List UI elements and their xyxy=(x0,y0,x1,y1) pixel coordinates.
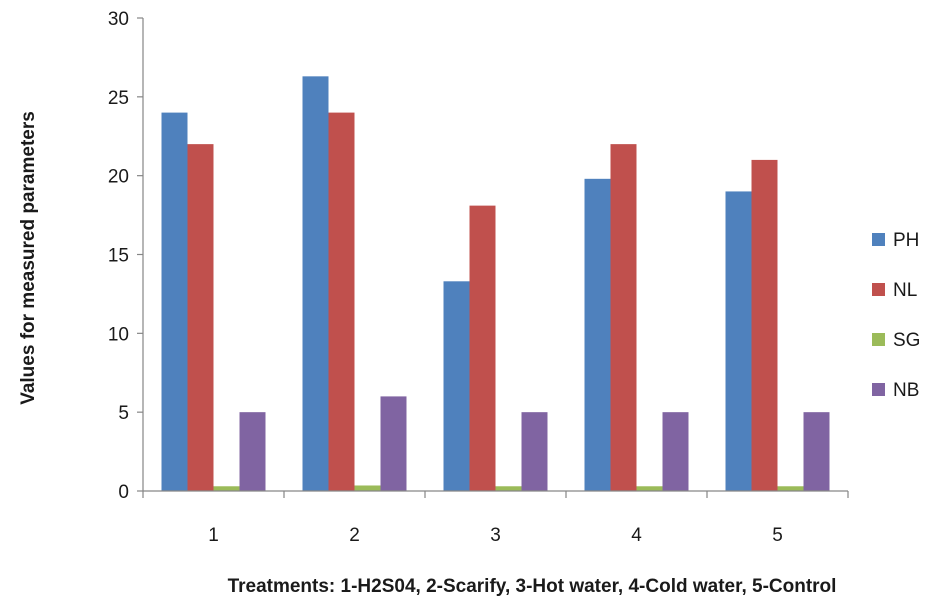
bar-nl-4 xyxy=(610,144,637,491)
y-tick-label: 10 xyxy=(108,324,129,345)
bar-nb-4 xyxy=(662,412,689,491)
bar-nb-3 xyxy=(521,412,548,491)
x-tick-label: 1 xyxy=(208,525,219,546)
x-axis-title: Treatments: 1-H2S04, 2-Scarify, 3-Hot wa… xyxy=(228,576,837,597)
y-tick-label: 15 xyxy=(108,246,129,267)
bar-sg-4 xyxy=(636,486,663,491)
x-tick-label: 2 xyxy=(349,525,360,546)
y-axis-title: Values for measured parameters xyxy=(18,111,39,405)
legend-label-nl: NL xyxy=(893,280,917,301)
bar-sg-1 xyxy=(213,486,240,491)
bar-sg-2 xyxy=(354,485,381,491)
legend-swatch-nb xyxy=(872,383,885,396)
bar-nb-5 xyxy=(803,412,830,491)
bar-sg-3 xyxy=(495,486,522,491)
bar-nb-1 xyxy=(239,412,266,491)
bar-sg-5 xyxy=(777,486,804,491)
y-tick-label: 0 xyxy=(118,482,129,503)
y-tick-label: 20 xyxy=(108,167,129,188)
bar-ph-5 xyxy=(725,191,752,491)
x-tick-label: 3 xyxy=(490,525,501,546)
legend: PH NL SG NB xyxy=(872,230,920,401)
bar-nl-3 xyxy=(469,205,496,491)
bar-ph-1 xyxy=(161,112,188,491)
legend-swatch-sg xyxy=(872,333,885,346)
legend-swatch-nl xyxy=(872,283,885,296)
x-tick-label: 4 xyxy=(631,525,642,546)
y-tick-label: 5 xyxy=(118,403,129,424)
bar-nl-5 xyxy=(751,159,778,491)
bar-ph-4 xyxy=(584,178,611,491)
bar-nb-2 xyxy=(380,396,407,491)
bar-nl-2 xyxy=(328,112,355,491)
plot-area xyxy=(161,76,830,491)
y-axis: 0 5 10 15 20 25 30 xyxy=(108,9,144,503)
bar-ph-2 xyxy=(302,76,329,491)
y-tick-label: 30 xyxy=(108,9,129,30)
x-axis: 1 2 3 4 5 xyxy=(142,490,849,546)
legend-label-ph: PH xyxy=(893,230,919,251)
legend-label-nb: NB xyxy=(893,380,919,401)
bar-ph-3 xyxy=(443,281,470,491)
legend-label-sg: SG xyxy=(893,330,920,351)
bar-nl-1 xyxy=(187,144,214,491)
x-tick-label: 5 xyxy=(772,525,783,546)
legend-swatch-ph xyxy=(872,233,885,246)
y-tick-label: 25 xyxy=(108,88,129,109)
